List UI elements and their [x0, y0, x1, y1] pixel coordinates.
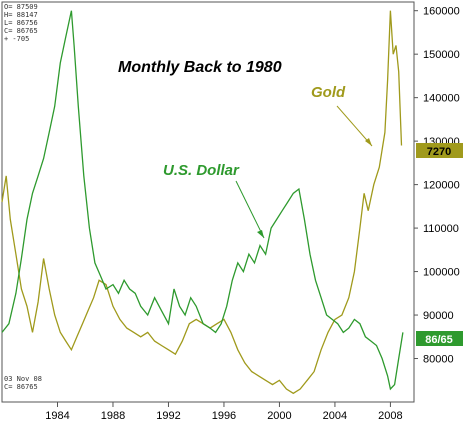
usd-value-tag-text: 86/65: [425, 334, 453, 346]
y-axis: 1600001500001400001300001200001100001000…: [414, 6, 460, 366]
series-line-usd: [1, 10, 404, 391]
y-tick-label: 90000: [423, 310, 454, 322]
annotation-gold-arrowhead: [365, 138, 372, 146]
chart-title: Monthly Back to 1980: [118, 59, 282, 76]
y-tick-label: 80000: [423, 354, 454, 366]
annotation-gold: Gold: [311, 84, 346, 101]
annotation-usd-arrowhead: [257, 230, 264, 238]
info-line-change: + -705: [4, 35, 29, 43]
x-tick-label: 2004: [323, 410, 347, 422]
usd-value-tag: 86/65: [416, 331, 463, 346]
footer-date: 03 Nov 08: [4, 375, 42, 383]
info-line-close: C= 86765: [4, 27, 38, 35]
annotation-usd: U.S. Dollar: [163, 162, 240, 179]
info-line-high: H= 88147: [4, 11, 38, 19]
annotation-usd-arrow: [235, 180, 265, 239]
x-tick-label: 2008: [378, 410, 402, 422]
footer-value: C= 86765: [4, 383, 38, 391]
y-tick-label: 120000: [423, 180, 460, 192]
x-axis: 1984 1988 1992 1996 2000 2004 2008: [45, 402, 403, 422]
y-tick-label: 100000: [423, 267, 460, 279]
y-tick-label: 160000: [423, 6, 460, 18]
info-line-open: O= 87509: [4, 3, 38, 11]
x-tick-label: 2000: [267, 410, 291, 422]
y-tick-label: 110000: [423, 223, 459, 235]
info-line-low: L= 86756: [4, 19, 38, 27]
x-tick-label: 1992: [156, 410, 180, 422]
x-tick-label: 1996: [212, 410, 236, 422]
x-tick-label: 1984: [45, 410, 69, 422]
annotation-gold-arrow: [336, 105, 373, 147]
x-tick-label: 1988: [101, 410, 125, 422]
info-box: O= 87509 H= 88147 L= 86756 C= 86765 + -7…: [4, 3, 38, 43]
y-tick-label: 140000: [423, 93, 460, 105]
gold-value-tag-text: 7270: [427, 146, 451, 158]
gold-value-tag: 7270: [416, 143, 463, 158]
y-tick-label: 150000: [423, 49, 460, 61]
